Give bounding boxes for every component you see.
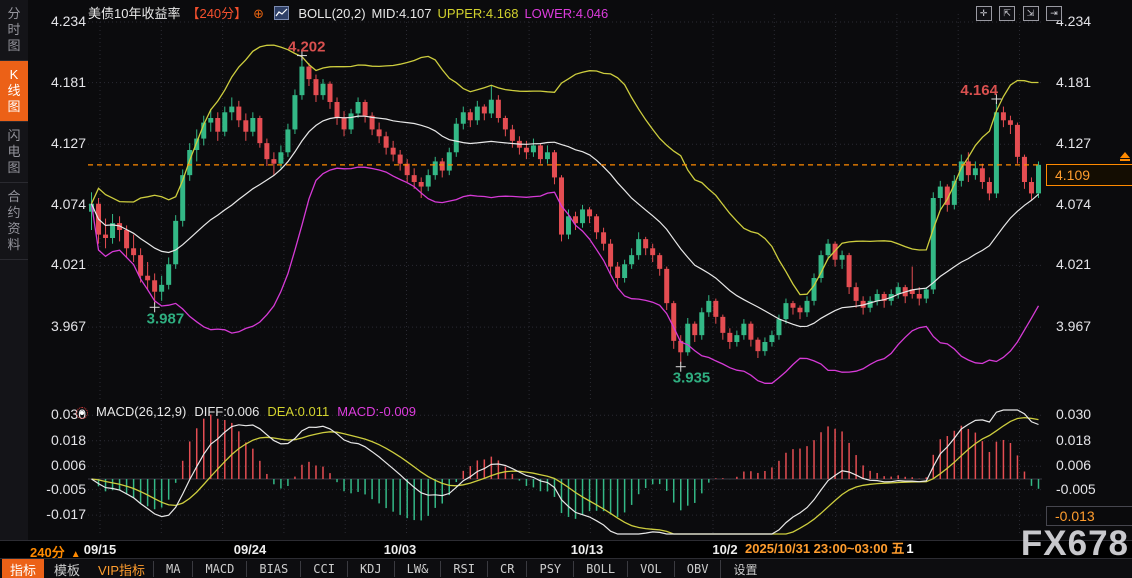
axis-tick-label: 3.967 [1056, 318, 1092, 335]
chart-type-icon[interactable] [273, 6, 289, 20]
svg-text:3.935: 3.935 [673, 370, 711, 387]
svg-text:3.987: 3.987 [147, 310, 185, 327]
bottom-toolbar: 指标 模板 VIP指标 MA MACD BIAS CCI KDJ LW& RSI… [0, 558, 1132, 578]
date-label: 10/13 [570, 542, 604, 557]
axis-tick-label: 4.181 [50, 73, 86, 90]
axis-tick-label: 4.234 [50, 13, 86, 29]
toolbar-item-ma[interactable]: MA [153, 561, 192, 577]
price-marker-icon [1120, 152, 1130, 161]
toolbar-item-settings[interactable]: 设置 [720, 559, 769, 578]
toolbar-item-boll[interactable]: BOLL [573, 561, 627, 577]
boll-mid-value: MID:4.107 [371, 6, 432, 21]
boll-upper-value: UPPER:4.168 [437, 6, 519, 21]
svg-text:4.202: 4.202 [288, 39, 326, 56]
toolbar-item-macd[interactable]: MACD [192, 561, 246, 577]
scale-left-icon[interactable]: ⇱ [999, 6, 1016, 21]
chart-header: 美债10年收益率 【240分】 ⊕ BOLL(20,2) MID:4.107 UPPER… [88, 3, 614, 21]
period-label[interactable]: 240分 ▲ [30, 545, 81, 560]
pan-icon[interactable]: ✛ [975, 6, 992, 21]
toolbar-item-rsi[interactable]: RSI [440, 561, 487, 577]
axis-tick-label: -0.017 [46, 506, 86, 523]
axis-tick-label: 4.021 [1056, 256, 1092, 273]
svg-text:4.164: 4.164 [960, 82, 998, 99]
date-label: 10/03 [383, 542, 417, 557]
chart-region[interactable]: 美债10年收益率 【240分】 ⊕ BOLL(20,2) MID:4.107 UPPER… [28, 0, 1132, 540]
toolbar-item-obv[interactable]: OBV [673, 561, 721, 577]
toolbar-item-cci[interactable]: CCI [300, 561, 347, 577]
date-label: 09/24 [233, 542, 267, 557]
axis-tick-label: 4.127 [1056, 135, 1092, 152]
axis-tick-label: 4.021 [50, 256, 86, 273]
sidebar-tab-flash-chart[interactable]: 闪电图 [0, 122, 28, 183]
axis-tick-label: 0.018 [50, 431, 86, 448]
period-tag: 【240分】 [186, 6, 248, 21]
axis-tick-label: 3.967 [50, 318, 86, 335]
toolbar-tab-templates[interactable]: 模板 [54, 562, 81, 578]
axis-tick-label: 4.074 [1056, 195, 1092, 212]
boll-lower-value: LOWER:4.046 [524, 6, 609, 21]
toolbar-tab-indicators[interactable]: 指标 [2, 558, 45, 578]
axis-tick-label: 0.030 [1056, 406, 1092, 423]
toolbar-item-vol[interactable]: VOL [627, 561, 674, 577]
diff-value: DIFF:0.006 [194, 404, 260, 419]
scale-right-icon[interactable]: ⇲ [1022, 6, 1039, 21]
current-price-box: 4.109 [1046, 164, 1132, 186]
axis-tick-label: 0.018 [1056, 431, 1092, 448]
watermark: FX678 [1020, 524, 1129, 563]
macd-label: MACD(26,12,9) [96, 404, 187, 419]
view-toolbar: ✛ ⇱ ⇲ ⇥ [973, 3, 1062, 21]
axis-tick-label: 4.181 [1056, 73, 1092, 90]
macd-chart[interactable] [88, 408, 1042, 536]
toolbar-tab-vip-indicators[interactable]: VIP指标 [98, 562, 145, 578]
macd-value: MACD:-0.009 [337, 404, 417, 419]
axis-tick-label: 4.074 [50, 195, 86, 212]
axis-tick-label: 0.006 [50, 457, 86, 474]
toolbar-item-bias[interactable]: BIAS [246, 561, 300, 577]
macd-current-value-box: -0.013 [1046, 506, 1132, 526]
chart-title: 美债10年收益率 [88, 6, 181, 21]
add-indicator-icon[interactable]: ⊕ [253, 6, 265, 21]
toolbar-item-lw[interactable]: LW& [393, 561, 441, 577]
period-up-icon: ▲ [70, 549, 81, 560]
axis-tick-label: -0.005 [1056, 480, 1096, 497]
toolbar-item-psy[interactable]: PSY [526, 561, 573, 577]
sidebar-tab-time-chart[interactable]: 分时图 [0, 0, 28, 61]
macd-header: MACD(26,12,9) DIFF:0.006 DEA:0.011 MACD:-0.… [96, 404, 424, 419]
date-label: 10/2 [712, 542, 738, 557]
dea-value: DEA:0.011 [267, 404, 330, 419]
alert-icon[interactable] [76, 407, 88, 419]
boll-label: BOLL(20,2) [298, 6, 366, 21]
sidebar-tab-contract-info[interactable]: 合约资料 [0, 183, 28, 260]
pointer-icon[interactable]: ⇥ [1046, 6, 1062, 21]
toolbar-item-kdj[interactable]: KDJ [346, 561, 394, 577]
candlestick-chart[interactable]: 4.202 3.987 3.935 4.164 [88, 0, 1042, 400]
axis-tick-label: 4.234 [1056, 13, 1092, 29]
axis-tick-label: 4.127 [50, 135, 86, 152]
toolbar-item-cr[interactable]: CR [487, 561, 526, 577]
date-label: 09/15 [83, 542, 117, 557]
axis-tick-label: -0.005 [46, 480, 86, 497]
axis-tick-label: 0.006 [1056, 457, 1092, 474]
